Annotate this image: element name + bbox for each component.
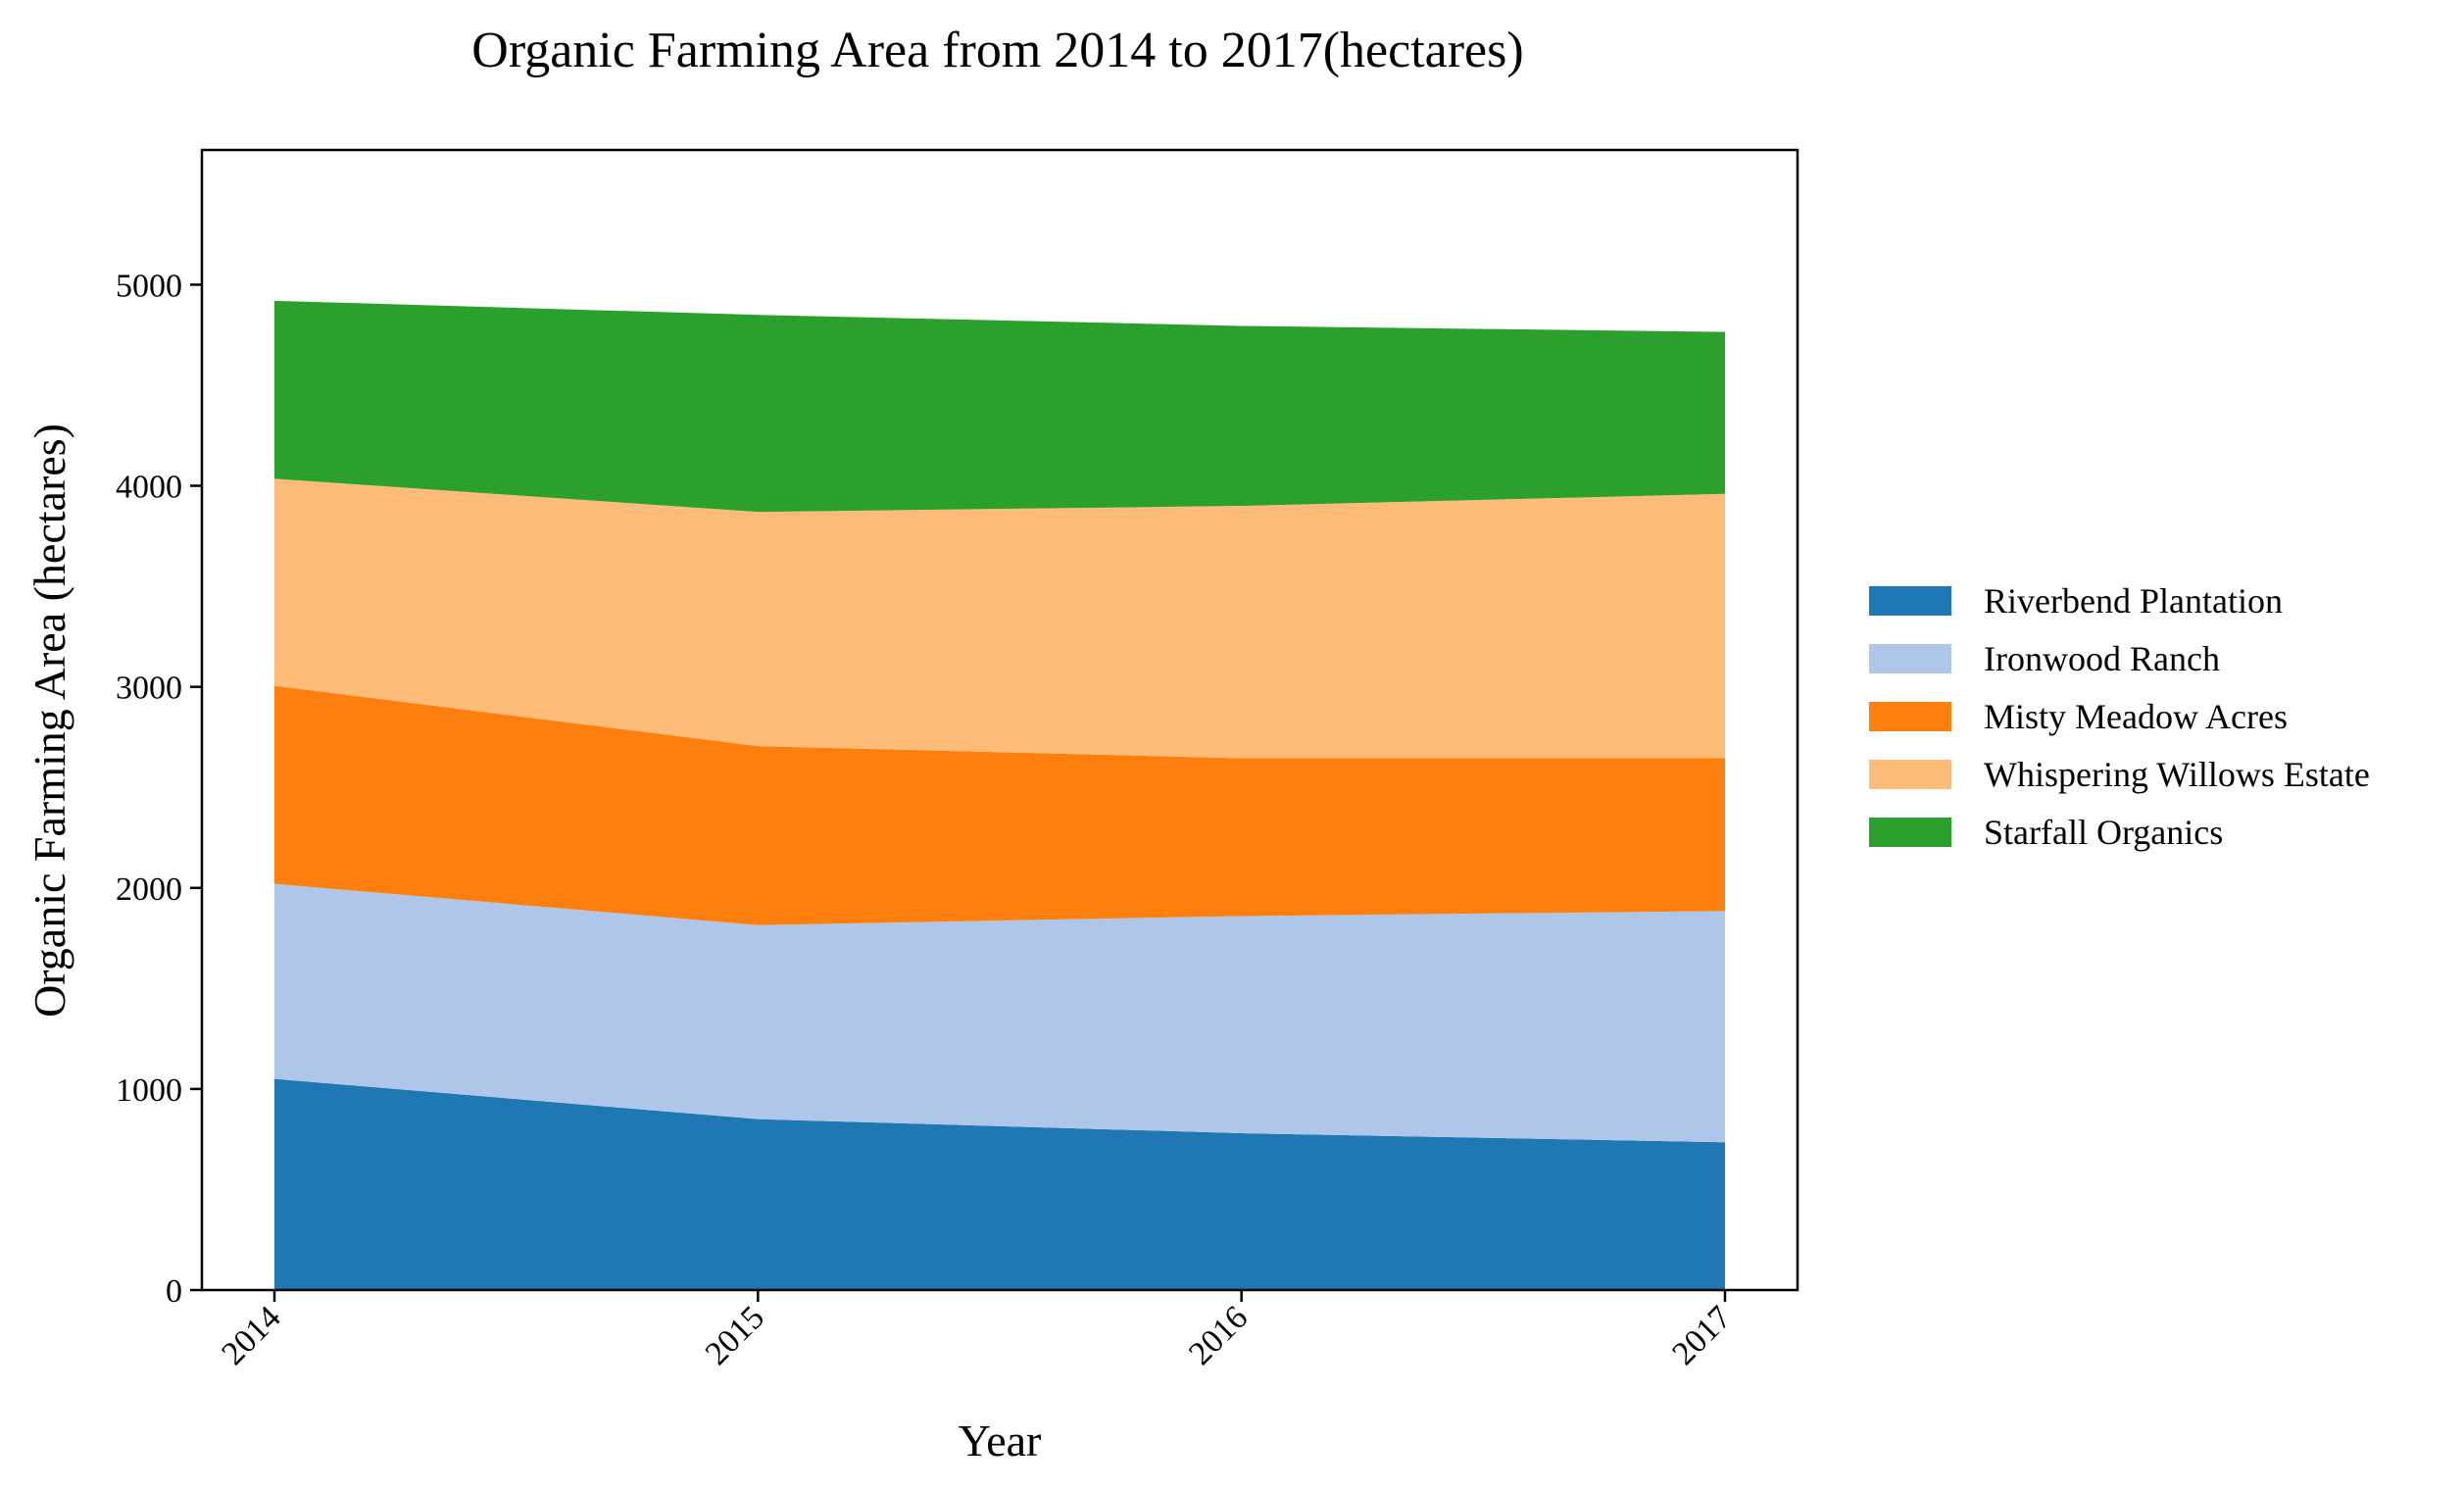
- x-axis-label: Year: [959, 1416, 1042, 1466]
- legend: Riverbend Plantation Ironwood Ranch Misty …: [1869, 581, 2370, 852]
- legend-label: Misty Meadow Acres: [1984, 697, 2288, 736]
- area-series-4: [274, 478, 1725, 759]
- legend-label: Starfall Organics: [1984, 813, 2223, 852]
- area-series-2: [274, 883, 1725, 1143]
- legend-label: Whispering Willows Estate: [1984, 755, 2370, 794]
- plot-frame: [200, 148, 1799, 1292]
- area-series-3: [274, 685, 1725, 925]
- y-tick-label: 3000: [116, 671, 182, 707]
- x-tick-label: 2014: [215, 1299, 287, 1371]
- legend-swatch: [1869, 644, 1951, 673]
- y-tick-label: 0: [166, 1273, 182, 1310]
- y-tick-label: 2000: [116, 871, 182, 908]
- legend-swatch: [1869, 702, 1951, 731]
- x-axis: 2014 2015 2016 2017: [215, 1290, 1739, 1372]
- area-series-5: [274, 300, 1725, 513]
- legend-swatch: [1869, 586, 1951, 616]
- legend-swatch: [1869, 818, 1951, 847]
- y-axis-label: Organic Farming Area (hectares): [25, 423, 74, 1018]
- area-layers: [274, 300, 1725, 1290]
- legend-label: Ironwood Ranch: [1984, 639, 2220, 678]
- x-tick-label: 2016: [1182, 1299, 1255, 1371]
- y-axis: 0 1000 2000 3000 4000 5000: [116, 268, 202, 1310]
- x-tick-label: 2017: [1665, 1299, 1738, 1371]
- area-series-1: [274, 1078, 1725, 1290]
- chart-title: Organic Farming Area from 2014 to 2017(h…: [471, 23, 1523, 78]
- legend-label: Riverbend Plantation: [1984, 581, 2283, 621]
- y-tick-label: 4000: [116, 470, 182, 506]
- y-tick-label: 1000: [116, 1072, 182, 1109]
- legend-swatch: [1869, 760, 1951, 789]
- x-tick-label: 2015: [699, 1299, 771, 1371]
- y-tick-label: 5000: [116, 268, 182, 304]
